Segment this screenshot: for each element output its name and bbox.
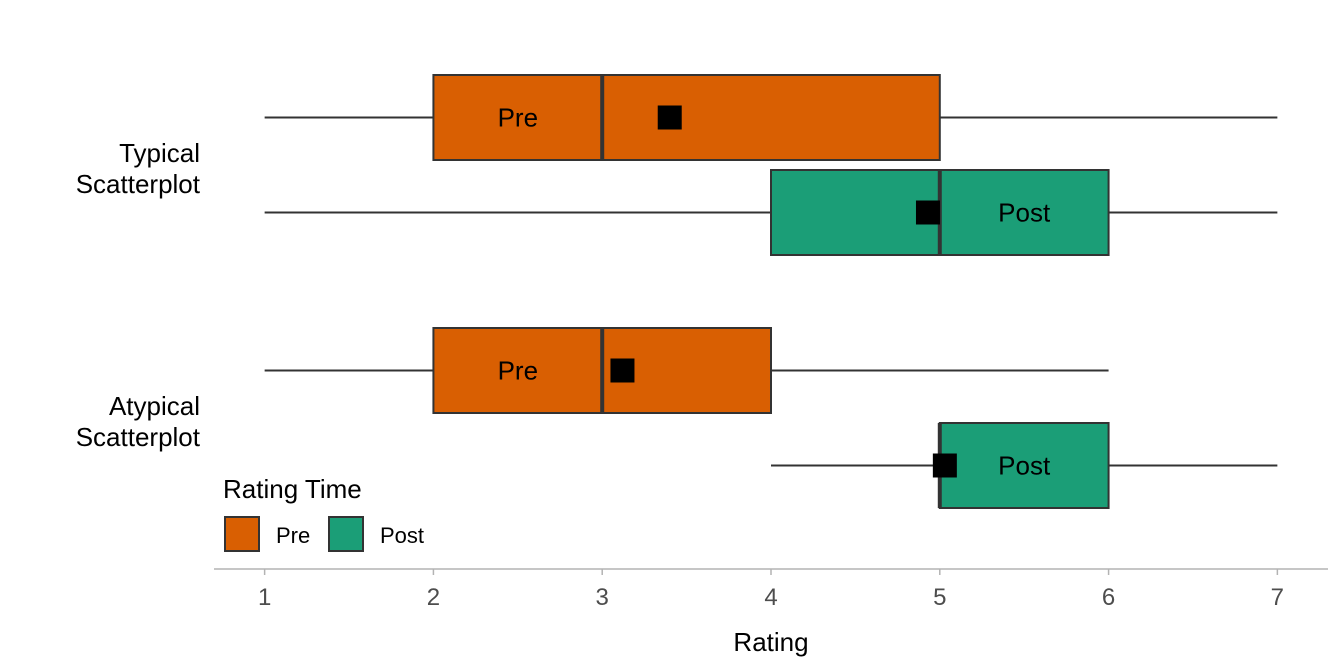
x-tick-label: 6 [1102, 584, 1115, 611]
mean-marker [932, 453, 957, 478]
x-tick-label: 5 [933, 584, 946, 611]
x-axis-title: Rating [733, 627, 808, 657]
x-tick-label: 1 [258, 584, 271, 611]
iqr-box [938, 422, 1110, 509]
boxplot-post-1: Post [264, 169, 1278, 256]
mean-marker [610, 358, 635, 383]
category-labels: Typical Scatterplot Atypical Scatterplot [76, 138, 201, 452]
boxplot-post-3: Post [771, 422, 1278, 509]
x-tick-label: 7 [1271, 584, 1284, 611]
boxplot-pre-2: Pre [264, 327, 1109, 414]
legend: Rating Time Pre Post [223, 474, 424, 552]
x-tick-label: 2 [427, 584, 440, 611]
legend-label-post: Post [380, 523, 424, 548]
box-label: Pre [498, 103, 538, 133]
boxes-layer: Pre Post Pre Post [264, 74, 1278, 509]
box-label: Post [998, 198, 1051, 228]
legend-swatch-post [328, 516, 364, 552]
category-label: Atypical Scatterplot [76, 391, 201, 452]
x-axis: 1 2 3 4 5 6 7 Rating [214, 568, 1328, 657]
category-label: Typical Scatterplot [76, 138, 201, 199]
iqr-box [432, 74, 941, 161]
mean-marker [915, 200, 940, 225]
legend-entries: Pre Post [224, 516, 424, 552]
x-tick-label: 4 [764, 584, 777, 611]
box-label: Post [998, 451, 1051, 481]
legend-swatch-pre [224, 516, 260, 552]
boxplot-pre-0: Pre [264, 74, 1278, 161]
legend-title: Rating Time [223, 474, 362, 504]
mean-marker [657, 105, 682, 130]
legend-label-pre: Pre [276, 523, 310, 548]
x-tick-label: 3 [596, 584, 609, 611]
x-ticks: 1 2 3 4 5 6 7 [258, 569, 1284, 611]
box-label: Pre [498, 356, 538, 386]
